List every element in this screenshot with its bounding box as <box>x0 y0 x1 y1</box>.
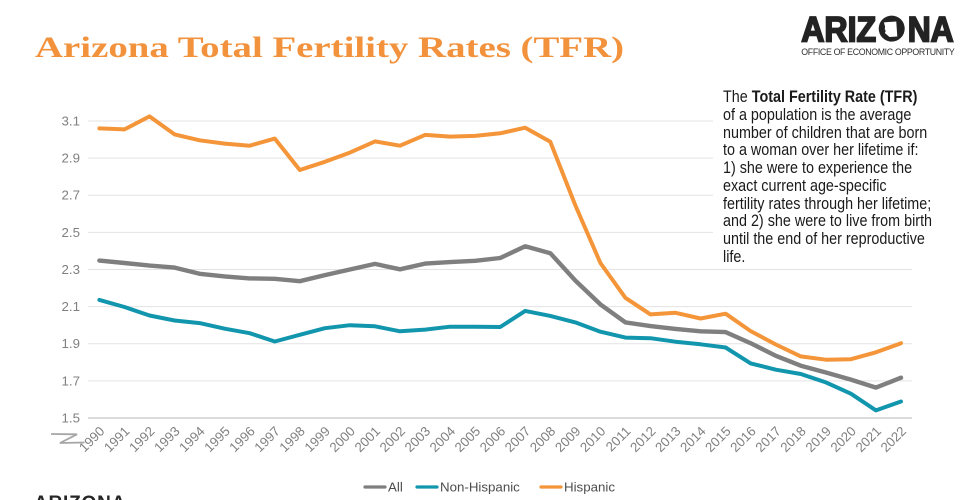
svg-text:1997: 1997 <box>251 424 283 456</box>
svg-text:2002: 2002 <box>377 424 409 456</box>
svg-text:1.5: 1.5 <box>62 411 81 426</box>
svg-text:2007: 2007 <box>502 424 534 456</box>
svg-text:2021: 2021 <box>853 424 885 456</box>
svg-text:2010: 2010 <box>577 424 609 456</box>
svg-text:2.9: 2.9 <box>62 151 81 166</box>
svg-text:1996: 1996 <box>226 424 258 456</box>
svg-text:1991: 1991 <box>101 424 133 456</box>
svg-text:2004: 2004 <box>427 424 459 456</box>
svg-text:2019: 2019 <box>802 424 834 456</box>
svg-text:All: All <box>388 480 403 495</box>
svg-text:NA: NA <box>908 12 954 49</box>
svg-text:1990: 1990 <box>76 424 108 456</box>
svg-text:2008: 2008 <box>527 424 559 456</box>
svg-text:1999: 1999 <box>301 424 333 456</box>
svg-text:2017: 2017 <box>752 424 784 456</box>
svg-text:2.7: 2.7 <box>62 188 81 203</box>
svg-text:Non-Hispanic: Non-Hispanic <box>440 480 520 495</box>
svg-text:2003: 2003 <box>402 424 434 456</box>
svg-text:ARIZ: ARIZ <box>801 12 876 49</box>
svg-text:1992: 1992 <box>126 424 158 456</box>
svg-text:2011: 2011 <box>603 424 634 455</box>
svg-text:2009: 2009 <box>552 424 584 456</box>
svg-text:2022: 2022 <box>878 424 910 456</box>
svg-text:1993: 1993 <box>151 424 183 456</box>
svg-text:2006: 2006 <box>477 424 509 456</box>
svg-text:2014: 2014 <box>677 424 709 456</box>
svg-text:2013: 2013 <box>652 424 684 456</box>
svg-text:2016: 2016 <box>727 424 759 456</box>
svg-text:1.9: 1.9 <box>62 336 81 351</box>
svg-text:1995: 1995 <box>201 424 233 456</box>
svg-text:2018: 2018 <box>777 424 809 456</box>
svg-text:2020: 2020 <box>827 424 859 456</box>
svg-text:OFFICE OF ECONOMIC OPPORTUNITY: OFFICE OF ECONOMIC OPPORTUNITY <box>801 47 955 57</box>
svg-text:2.3: 2.3 <box>62 262 81 277</box>
svg-text:2.5: 2.5 <box>62 225 81 240</box>
svg-text:2012: 2012 <box>627 424 659 456</box>
svg-text:2.1: 2.1 <box>62 299 81 314</box>
svg-text:2015: 2015 <box>702 424 734 456</box>
svg-text:2001: 2001 <box>352 424 384 456</box>
svg-text:2000: 2000 <box>326 424 358 456</box>
svg-text:1994: 1994 <box>176 424 208 456</box>
svg-text:2005: 2005 <box>452 424 484 456</box>
svg-text:1.7: 1.7 <box>62 373 81 388</box>
svg-text:1998: 1998 <box>276 424 308 456</box>
svg-text:Hispanic: Hispanic <box>564 480 615 495</box>
svg-text:3.1: 3.1 <box>62 114 81 129</box>
